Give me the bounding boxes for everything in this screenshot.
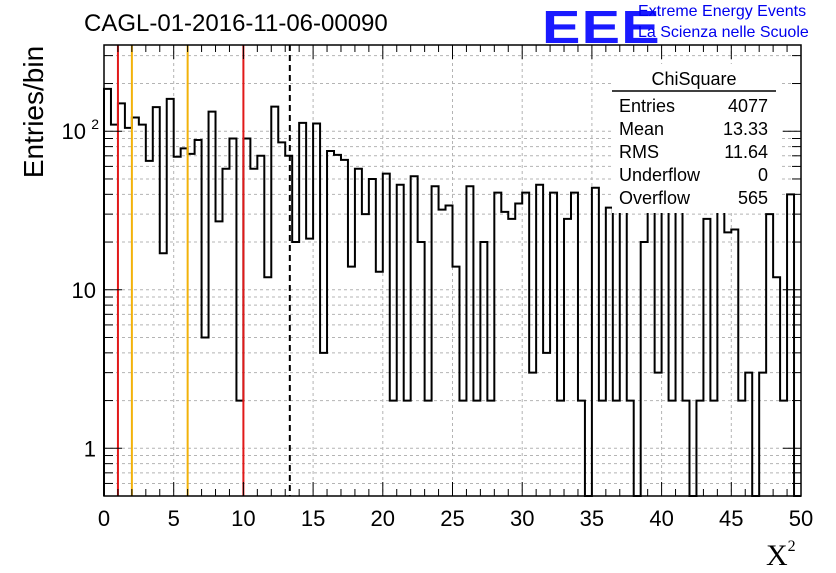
stats-label: Entries bbox=[619, 96, 675, 116]
y-tick-label: 10 bbox=[62, 119, 86, 144]
histogram-outline bbox=[103, 87, 801, 497]
x-axis-label-sup: 2 bbox=[787, 538, 796, 555]
x-axis-label: X2 bbox=[766, 538, 796, 573]
x-tick-label: 45 bbox=[719, 506, 743, 531]
stats-value: 13.33 bbox=[723, 119, 768, 139]
y-tick-label: 1 bbox=[84, 436, 96, 461]
x-tick-label: 20 bbox=[371, 506, 395, 531]
x-tick-label: 25 bbox=[440, 506, 464, 531]
x-tick-label: 35 bbox=[580, 506, 604, 531]
x-tick-label: 10 bbox=[231, 506, 255, 531]
x-tick-label: 15 bbox=[301, 506, 325, 531]
stats-label: Overflow bbox=[619, 188, 691, 208]
stats-value: 4077 bbox=[728, 96, 768, 116]
stats-value: 11.64 bbox=[724, 142, 768, 162]
y-tick-label: 10 bbox=[72, 278, 96, 303]
stats-value: 0 bbox=[758, 165, 768, 185]
logo-subtitle-1: Extreme Energy Events bbox=[638, 3, 807, 20]
x-axis-label-base: X bbox=[766, 539, 788, 572]
stats-label: Mean bbox=[619, 119, 664, 139]
stats-box bbox=[612, 64, 780, 213]
x-tick-label: 40 bbox=[649, 506, 673, 531]
x-tick-label: 5 bbox=[168, 506, 180, 531]
stats-box-title: ChiSquare bbox=[651, 69, 736, 89]
y-tick-label-exponent: 2 bbox=[91, 116, 99, 132]
chart-title: CAGL-01-2016-11-06-00090 bbox=[84, 10, 388, 37]
x-tick-label: 30 bbox=[510, 506, 534, 531]
stats-label: Underflow bbox=[619, 165, 701, 185]
stats-value: 565 bbox=[738, 188, 768, 208]
x-tick-label: 0 bbox=[98, 506, 110, 531]
stats-label: RMS bbox=[619, 142, 659, 162]
logo-subtitle-2: La Scienza nelle Scuole bbox=[638, 24, 809, 41]
x-tick-label: 50 bbox=[789, 506, 813, 531]
